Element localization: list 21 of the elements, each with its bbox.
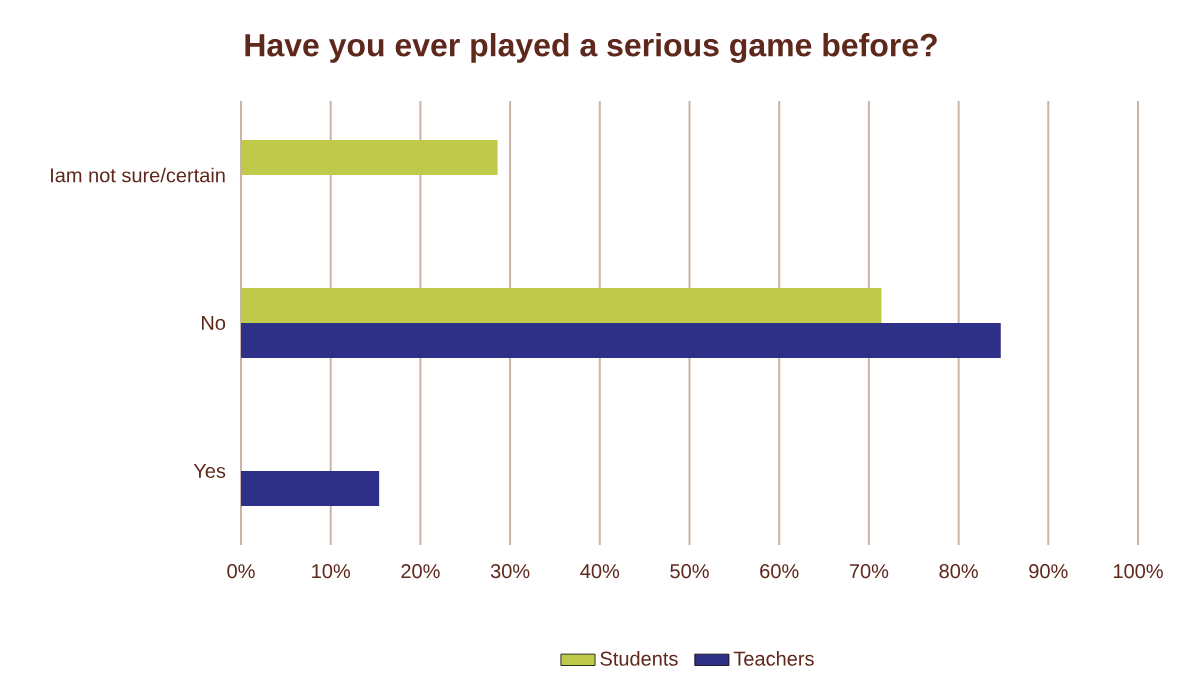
x-tick-label: 100% <box>1113 564 1163 579</box>
bar <box>241 288 882 324</box>
x-tick-label: 90% <box>1029 564 1068 579</box>
y-tick-label: Iam not sure/certain <box>51 167 225 183</box>
bar <box>241 323 1001 359</box>
bar <box>241 140 498 176</box>
legend-label: Students <box>600 651 678 666</box>
x-tick-label: 70% <box>849 564 889 579</box>
x-tick-label: 10% <box>312 564 351 579</box>
x-tick-label: 60% <box>760 564 799 579</box>
chart-title: Have you ever played a serious game before? <box>245 33 937 64</box>
y-tick-label: No <box>202 316 226 331</box>
x-tick-label: 20% <box>401 564 440 579</box>
legend-label: Teachers <box>733 651 814 666</box>
x-tick-label: 40% <box>580 564 620 579</box>
x-tick-label: 30% <box>490 564 530 579</box>
y-tick-label: Yes <box>193 464 226 479</box>
x-tick-label: 0% <box>227 564 255 579</box>
bar <box>241 471 380 507</box>
x-tick-label: 80% <box>939 564 978 579</box>
x-tick-label: 50% <box>670 564 709 579</box>
